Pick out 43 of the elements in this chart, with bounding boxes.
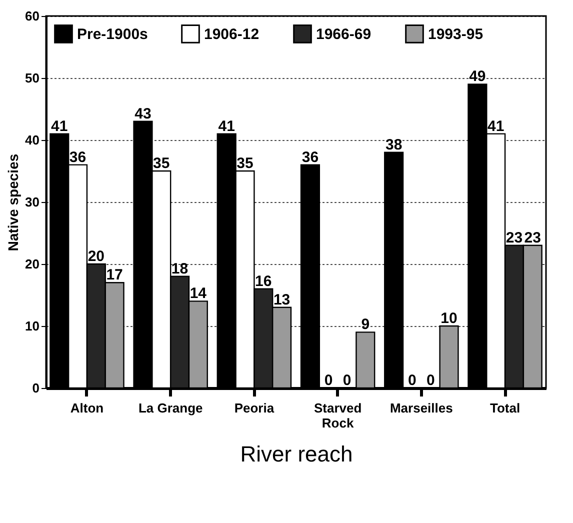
data-label: 35 [153, 155, 170, 172]
x-axis-title: River reach [240, 442, 353, 466]
data-label: 36 [302, 148, 319, 166]
x-tick-label: La Grange [138, 400, 203, 416]
legend-label: 1966-69 [316, 26, 372, 43]
data-label: 0 [408, 372, 416, 389]
data-label: 0 [324, 372, 333, 389]
data-label: 14 [190, 285, 208, 302]
data-label: 41 [218, 118, 235, 135]
x-tick-label: Alton [70, 400, 104, 416]
legend-label: Pre-1900s [77, 26, 148, 43]
y-tick-label: 30 [25, 194, 40, 210]
data-label: 35 [236, 155, 254, 172]
legend-label: 1906-12 [204, 26, 260, 43]
data-label: 20 [88, 248, 105, 265]
y-tick-label: 40 [25, 132, 40, 148]
data-label: 43 [134, 105, 152, 122]
data-label: 0 [342, 372, 352, 389]
data-label: 38 [385, 136, 402, 154]
data-label: 49 [469, 68, 486, 86]
y-tick-label: 50 [25, 70, 40, 86]
data-label: 10 [440, 310, 458, 327]
legend-label: 1993-95 [428, 26, 484, 43]
y-tick-label: 10 [25, 318, 40, 334]
x-tick-label: Peoria [234, 400, 275, 416]
data-label: 18 [171, 260, 188, 278]
data-label: 16 [255, 272, 272, 290]
y-tick-label: 0 [32, 380, 40, 396]
y-axis-title: Native species [5, 154, 22, 252]
x-tick-label: Total [490, 400, 520, 416]
data-label: 17 [106, 266, 123, 284]
data-label: 41 [51, 118, 68, 135]
data-label: 9 [361, 316, 370, 334]
data-label: 36 [69, 148, 86, 166]
data-label: 23 [524, 229, 541, 246]
data-label: 23 [506, 229, 523, 246]
y-tick-label: 60 [25, 8, 40, 24]
data-label: 0 [426, 372, 435, 389]
x-tick-label: Marseilles [390, 400, 453, 416]
data-label: 41 [487, 118, 504, 135]
x-tick-label: Starved Rock [314, 400, 362, 430]
data-label: 13 [273, 291, 290, 308]
y-tick-label: 20 [25, 256, 40, 272]
